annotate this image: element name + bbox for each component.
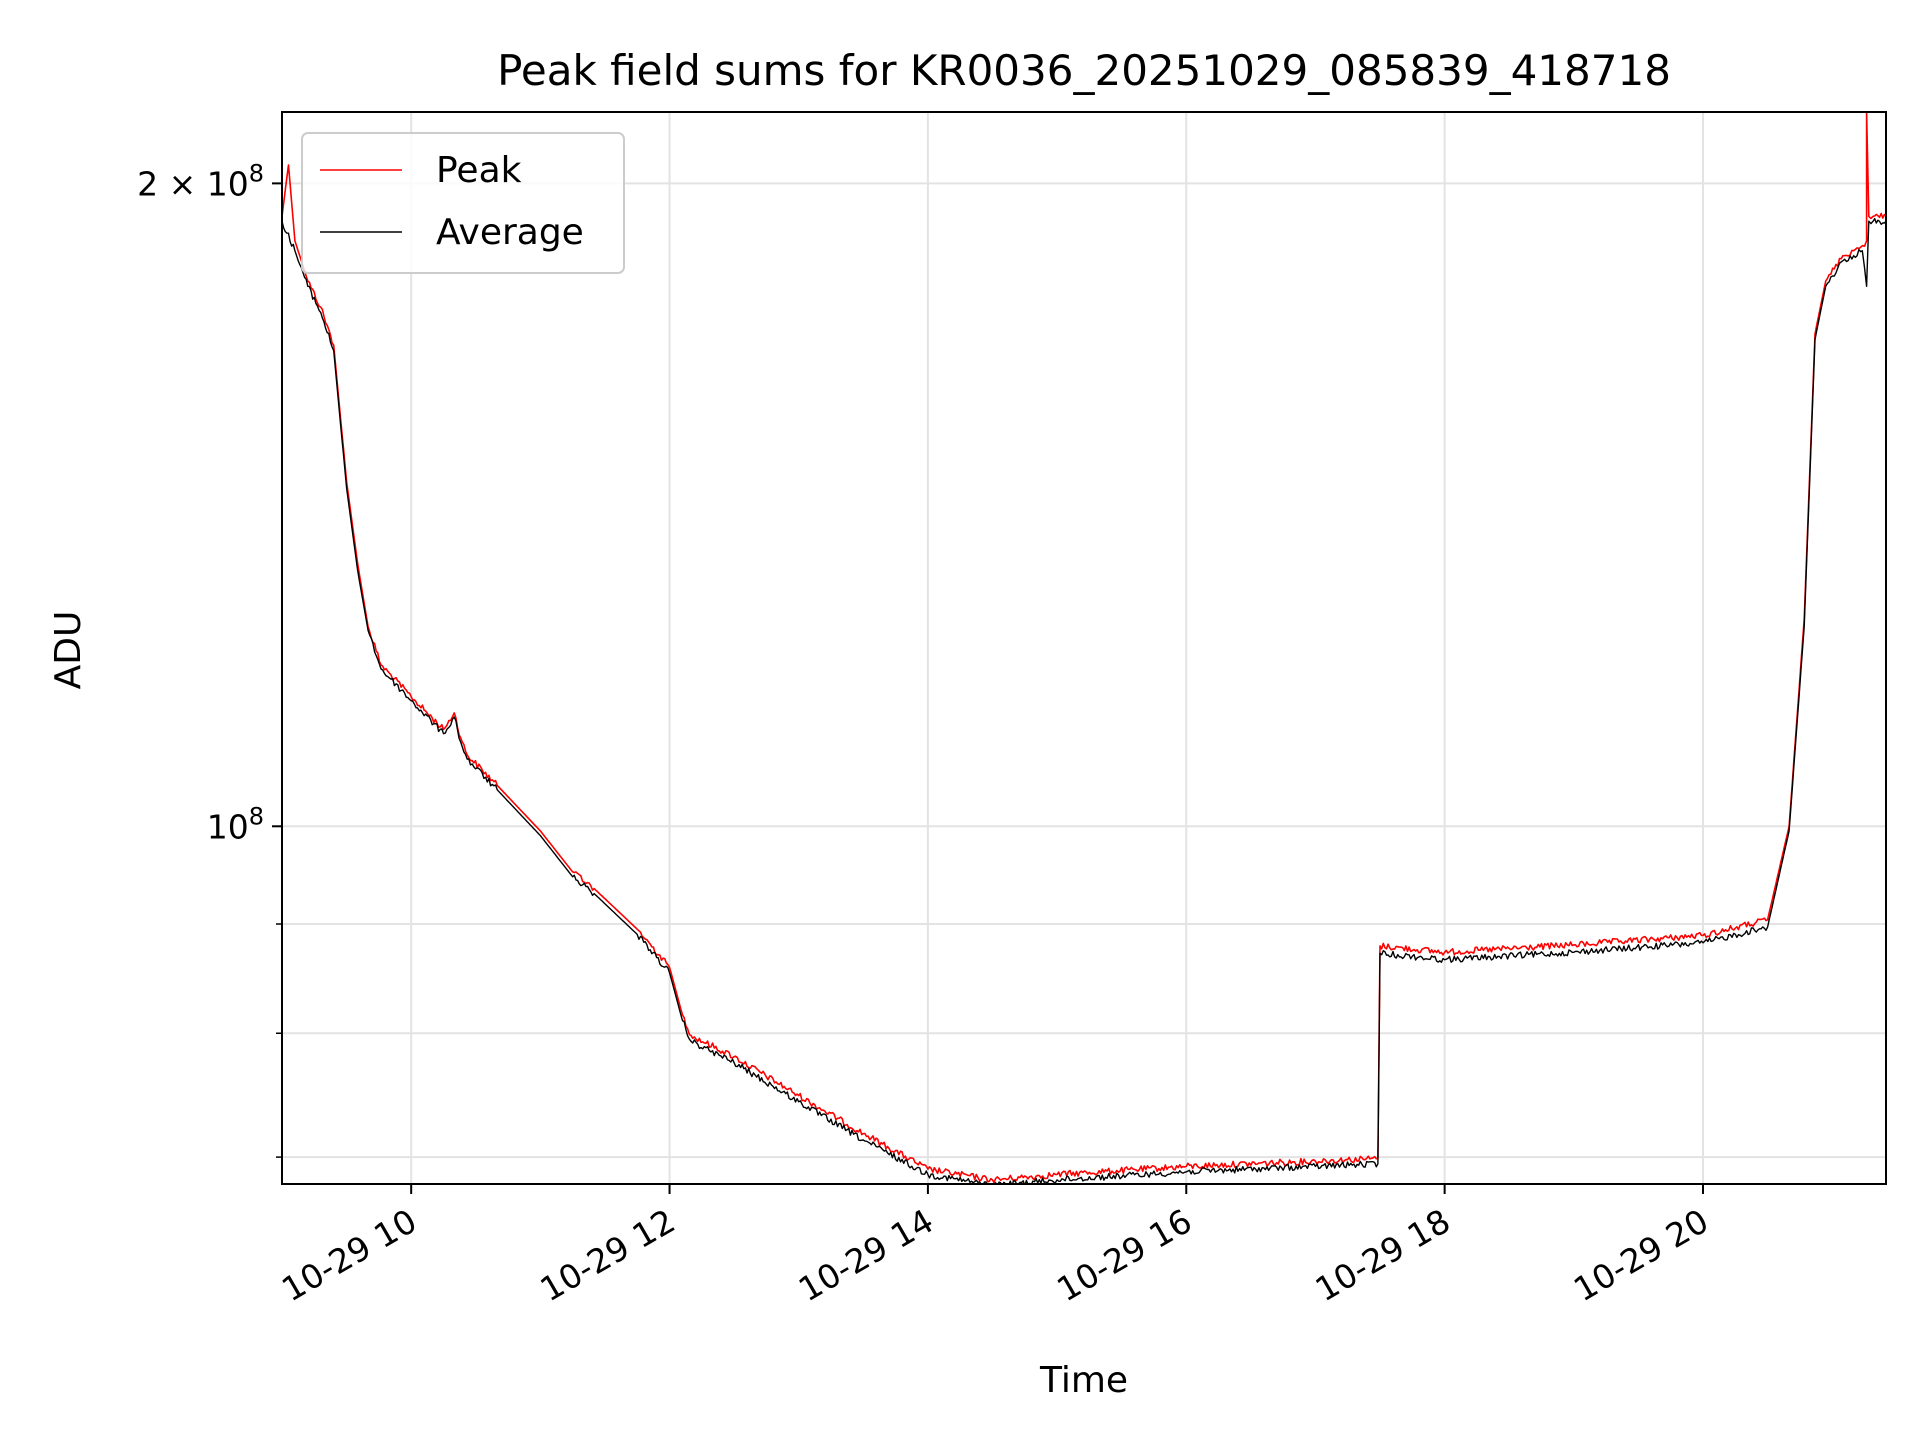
legend-label-average: Average bbox=[436, 212, 584, 253]
y-tick-label: 2 × 108 bbox=[137, 159, 264, 203]
legend-label-peak: Peak bbox=[436, 150, 522, 191]
plot-frame bbox=[281, 111, 1887, 1185]
legend: Peak Average bbox=[301, 132, 625, 274]
legend-box bbox=[301, 132, 625, 274]
series-line-average bbox=[282, 217, 1886, 1184]
y-axis-ticks: 2 × 108 108 bbox=[137, 159, 282, 1158]
y-tick-label: 108 bbox=[207, 802, 264, 846]
series-line-peak bbox=[282, 112, 1886, 1184]
series-layer bbox=[282, 112, 1886, 1184]
x-axis-label: Time bbox=[1039, 1360, 1128, 1401]
y-axis-label: ADU bbox=[48, 611, 89, 690]
chart-title: Peak field sums for KR0036_20251029_0858… bbox=[497, 46, 1671, 95]
